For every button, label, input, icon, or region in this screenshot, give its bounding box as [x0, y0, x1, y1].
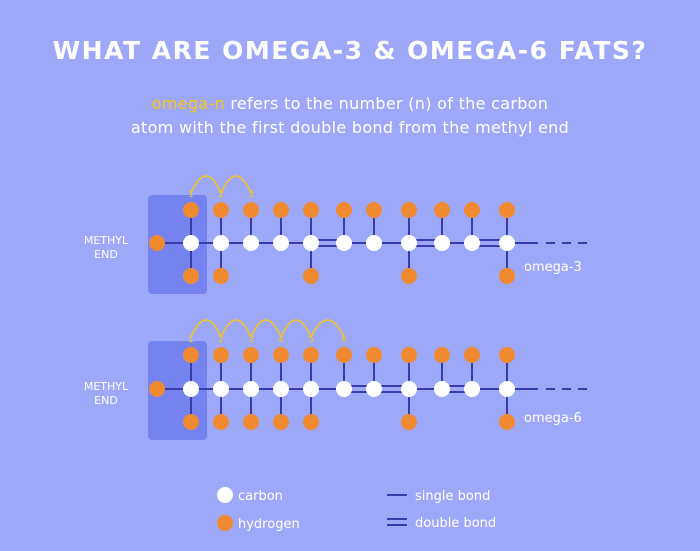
carbon-number: 1 [188, 190, 194, 200]
count-arc [280, 319, 312, 338]
hydrogen-atom [303, 347, 319, 363]
subtitle: omega-n refers to the number (n) of the … [0, 92, 700, 140]
carbon-atom [273, 381, 289, 397]
hydrogen-atom [499, 347, 515, 363]
carbon-number: 6 [341, 335, 347, 345]
hydrogen-atom [273, 202, 289, 218]
hydrogen-atom [183, 202, 199, 218]
hydrogen-atom [336, 347, 352, 363]
methyl-end-label-line: METHYL [84, 234, 129, 247]
hydrogen-atom [273, 347, 289, 363]
count-arc [310, 319, 345, 338]
hydrogen-atom [213, 414, 229, 430]
legend-single-bond-label: single bond [415, 489, 490, 504]
page-title: WHAT ARE OMEGA-3 & OMEGA-6 FATS? [52, 36, 648, 65]
legend: carbon hydrogen single bond double bond [217, 487, 496, 532]
subtitle-highlight: omega-n [151, 94, 225, 113]
carbon-number: 5 [308, 335, 314, 345]
hydrogen-atom [213, 268, 229, 284]
hydrogen-atom [499, 202, 515, 218]
hydrogen-atom [273, 414, 289, 430]
hydrogen-atom [303, 268, 319, 284]
hydrogen-atom [434, 347, 450, 363]
carbon-atom [464, 235, 480, 251]
carbon-atom [243, 381, 259, 397]
methyl-end-label: METHYL END [84, 234, 129, 261]
carbon-number: 3 [248, 335, 254, 345]
omega-6-molecule: METHYL END 1 2 3 4 5 6 omega-6 [84, 319, 588, 440]
carbon-atom [336, 381, 352, 397]
count-arc [190, 319, 222, 338]
hydrogen-atom [464, 202, 480, 218]
legend-hydrogen-label: hydrogen [238, 517, 300, 532]
carbon-atom [499, 381, 515, 397]
legend-carbon-icon [217, 487, 233, 503]
hydrogen-atom [366, 202, 382, 218]
carbon-atom [213, 235, 229, 251]
hydrogen-atom [303, 414, 319, 430]
hydrogen-atom [213, 347, 229, 363]
hydrogen-atom [401, 268, 417, 284]
carbon-atom [303, 381, 319, 397]
carbon-atom [183, 381, 199, 397]
hydrogen-atom [434, 202, 450, 218]
hydrogen-atom [499, 414, 515, 430]
carbon-atom [336, 235, 352, 251]
hydrogen-atom [213, 202, 229, 218]
carbon-number: 3 [248, 190, 254, 200]
hydrogen-atom [303, 202, 319, 218]
carbon-number: 1 [188, 335, 194, 345]
hydrogen-atom [336, 202, 352, 218]
methyl-end-label: METHYL END [84, 380, 129, 407]
hydrogen-atom [464, 347, 480, 363]
omega-3-molecule: METHYL END 1 2 3 omega-3 [84, 175, 588, 294]
carbon-atom [499, 235, 515, 251]
carbon-atom [401, 235, 417, 251]
carbon-atom [401, 381, 417, 397]
carbon-atom [434, 235, 450, 251]
hydrogen-atom [243, 202, 259, 218]
hydrogen-atom [183, 268, 199, 284]
hydrogen-atom [243, 347, 259, 363]
subtitle-line1: refers to the number (n) of the carbon [225, 94, 549, 113]
hydrogen-atom [243, 414, 259, 430]
carbon-atom [303, 235, 319, 251]
methyl-end-label-line: END [94, 248, 118, 261]
hydrogen-atom [499, 268, 515, 284]
hydrogen-atom [183, 414, 199, 430]
methyl-end-label-line: METHYL [84, 380, 129, 393]
hydrogen-atom [401, 414, 417, 430]
carbon-atom [243, 235, 259, 251]
count-arc [220, 319, 252, 338]
hydrogen-atom [183, 347, 199, 363]
count-arc [250, 319, 282, 338]
legend-double-bond-label: double bond [415, 516, 496, 531]
carbon-number: 2 [218, 190, 224, 200]
carbon-number: 4 [278, 335, 284, 345]
carbon-atom [273, 235, 289, 251]
count-arc [220, 175, 252, 194]
omega-label: omega-6 [524, 411, 582, 426]
omega-label: omega-3 [524, 260, 582, 275]
methyl-end-label-line: END [94, 394, 118, 407]
carbon-atom [366, 235, 382, 251]
legend-carbon-label: carbon [238, 489, 283, 504]
legend-hydrogen-icon [217, 515, 233, 531]
count-arc [190, 175, 222, 194]
carbon-atom [434, 381, 450, 397]
methyl-hydrogen-atom [149, 381, 165, 397]
carbon-atom [464, 381, 480, 397]
carbon-number: 2 [218, 335, 224, 345]
carbon-atom [213, 381, 229, 397]
hydrogen-atom [401, 347, 417, 363]
hydrogen-atom [401, 202, 417, 218]
methyl-hydrogen-atom [149, 235, 165, 251]
subtitle-line2: atom with the first double bond from the… [130, 118, 570, 137]
hydrogen-atom [366, 347, 382, 363]
carbon-atom [366, 381, 382, 397]
carbon-atom [183, 235, 199, 251]
